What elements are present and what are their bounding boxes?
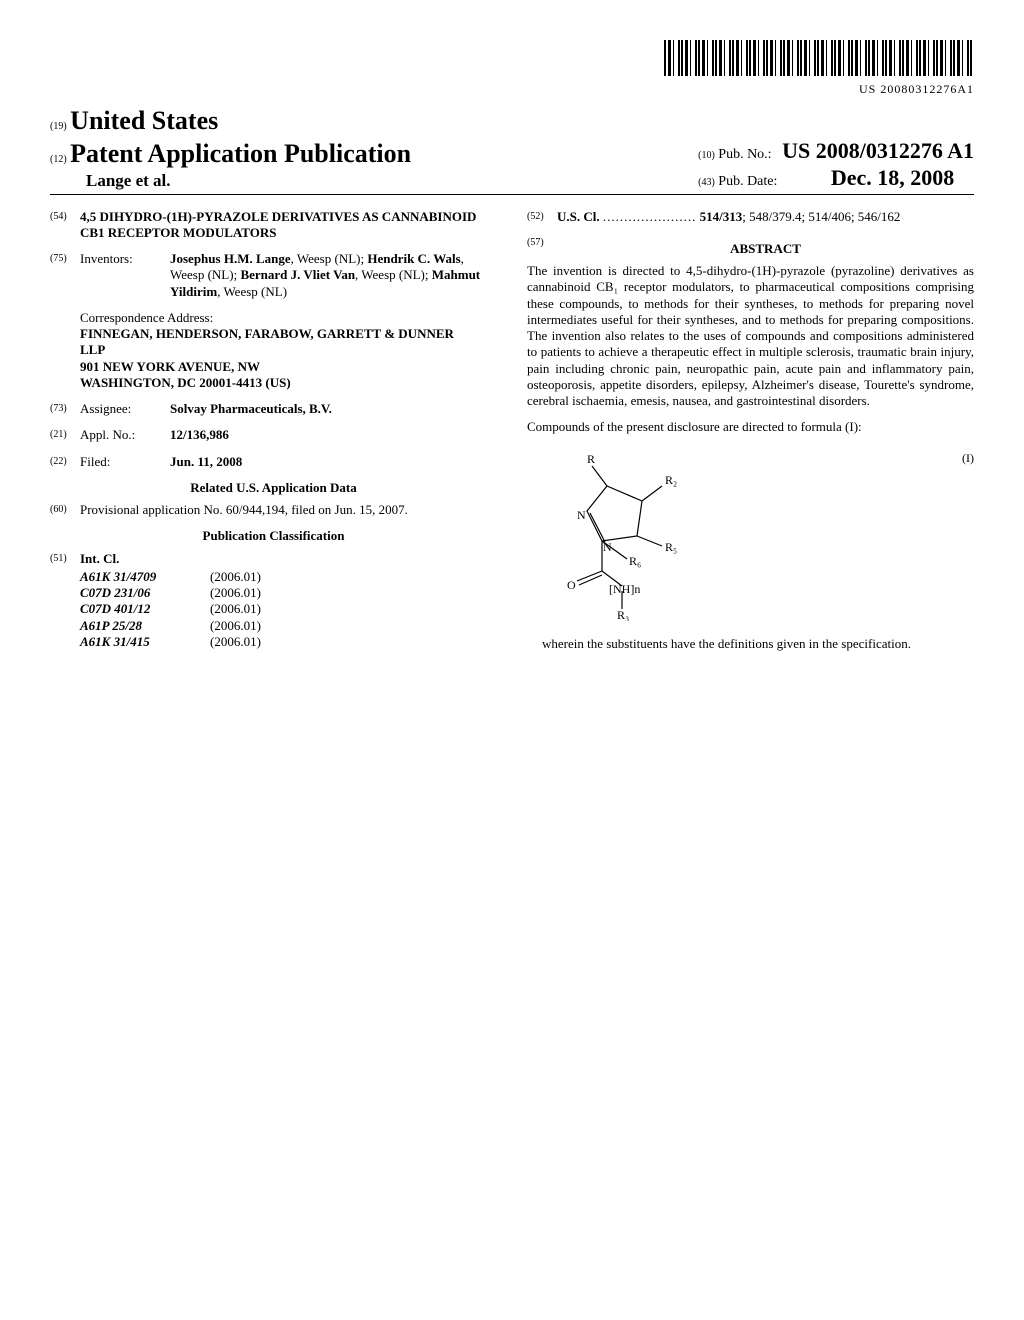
invention-title: 4,5 DIHYDRO-(1H)-PYRAZOLE DERIVATIVES AS… [80,209,497,242]
assignee-value: Solvay Pharmaceuticals, B.V. [170,401,497,417]
doctype: Patent Application Publication [70,139,411,168]
correspondence-block: Correspondence Address: FINNEGAN, HENDER… [80,310,497,391]
intcl-row: A61K 31/415(2006.01) [80,634,497,650]
pubdate-value: Dec. 18, 2008 [831,165,954,190]
inventors-label: Inventors: [80,251,170,300]
intcl-code: C07D 231/06 [80,585,210,601]
doctype-num: (12) [50,154,67,165]
intcl-row: C07D 401/12(2006.01) [80,601,497,617]
label-N2: N [603,540,612,554]
title-num: (54) [50,209,80,242]
uscl-value: U.S. Cl. ...................... 514/313;… [557,209,974,225]
uscl-label: U.S. Cl. [557,209,600,224]
classification-heading: Publication Classification [50,528,497,544]
intcl-row: C07D 231/06(2006.01) [80,585,497,601]
formula-block: (I) [547,451,974,621]
applno-num: (21) [50,427,80,443]
inventors-num: (75) [50,251,80,300]
body-columns: (54) 4,5 DIHYDRO-(1H)-PYRAZOLE DERIVATIV… [50,209,974,662]
patent-barcode [664,40,974,76]
barcode-block: US 20080312276A1 [50,40,974,97]
title-row: (54) 4,5 DIHYDRO-(1H)-PYRAZOLE DERIVATIV… [50,209,497,242]
pubno-num: (10) [698,150,715,161]
uscl-dots: ...................... [603,209,697,224]
pubno-value: US 2008/0312276 A1 [782,138,974,163]
intcl-code: C07D 401/12 [80,601,210,617]
label-N1: N [577,508,586,522]
intcl-table: A61K 31/4709(2006.01)C07D 231/06(2006.01… [80,569,497,650]
intcl-ver: (2006.01) [210,601,261,617]
correspondence-citystate: WASHINGTON, DC 20001-4413 (US) [80,375,497,391]
abstract-p1: The invention is directed to 4,5-dihydro… [527,263,974,409]
uscl-num: (52) [527,209,557,225]
label-R5: R₅ [665,540,677,554]
assignee-row: (73) Assignee: Solvay Pharmaceuticals, B… [50,401,497,417]
provisional-num: (60) [50,502,80,518]
masthead: (19) United States (12) Patent Applicati… [50,105,974,194]
chemical-structure: R R₂ R₅ R₆ N N O [NH]n R₃ [547,451,707,621]
label-R3: R₃ [617,608,629,621]
pubdate-num: (43) [698,177,715,188]
intcl-row: A61K 31/4709(2006.01) [80,569,497,585]
authors-line: Lange et al. [86,170,411,191]
uscl-rest: ; 548/379.4; 514/406; 546/162 [742,209,900,224]
label-O: O [567,578,576,592]
label-NHn: [NH]n [609,582,640,596]
left-column: (54) 4,5 DIHYDRO-(1H)-PYRAZOLE DERIVATIV… [50,209,497,662]
applno-value: 12/136,986 [170,427,497,443]
masthead-left: (19) United States (12) Patent Applicati… [50,105,411,191]
intcl-row: A61P 25/28(2006.01) [80,618,497,634]
intcl-code: A61P 25/28 [80,618,210,634]
intcl-ver: (2006.01) [210,569,261,585]
pubno-label: Pub. No.: [718,147,771,162]
abstract-heading: ABSTRACT [557,241,974,257]
intcl-code: A61K 31/415 [80,634,210,650]
filed-num: (22) [50,454,80,470]
uscl-row: (52) U.S. Cl. ...................... 514… [527,209,974,225]
intcl-num: (51) [50,551,80,567]
label-R2: R₂ [665,473,677,487]
intcl-row: (51) Int. Cl. [50,551,497,567]
country: United States [70,106,218,135]
right-column: (52) U.S. Cl. ...................... 514… [527,209,974,662]
filed-row: (22) Filed: Jun. 11, 2008 [50,454,497,470]
assignee-num: (73) [50,401,80,417]
related-heading: Related U.S. Application Data [50,480,497,496]
barcode-text: US 20080312276A1 [50,82,974,97]
filed-value: Jun. 11, 2008 [170,454,497,470]
inventors-list: Josephus H.M. Lange, Weesp (NL); Hendrik… [170,251,497,300]
assignee-label: Assignee: [80,401,170,417]
abstract-block: (57) ABSTRACT The invention is directed … [527,235,974,652]
label-R: R [587,452,595,466]
correspondence-name: FINNEGAN, HENDERSON, FARABOW, GARRETT & … [80,326,497,342]
intcl-label: Int. Cl. [80,551,497,567]
intcl-ver: (2006.01) [210,585,261,601]
provisional-row: (60) Provisional application No. 60/944,… [50,502,497,518]
formula-label: (I) [962,451,974,466]
correspondence-firm: LLP [80,342,497,358]
pubdate-label: Pub. Date: [718,174,777,189]
abstract-p3: wherein the substituents have the defini… [542,636,974,652]
applno-label: Appl. No.: [80,427,170,443]
label-R6: R₆ [629,554,641,568]
abstract-p2: Compounds of the present disclosure are … [527,419,974,435]
correspondence-street: 901 NEW YORK AVENUE, NW [80,359,497,375]
masthead-right: (10) Pub. No.: US 2008/0312276 A1 (43) P… [698,137,974,192]
abstract-num: (57) [527,235,557,263]
intcl-code: A61K 31/4709 [80,569,210,585]
applno-row: (21) Appl. No.: 12/136,986 [50,427,497,443]
intcl-ver: (2006.01) [210,634,261,650]
uscl-bold: 514/313 [700,209,743,224]
intcl-ver: (2006.01) [210,618,261,634]
correspondence-label: Correspondence Address: [80,310,497,326]
provisional-text: Provisional application No. 60/944,194, … [80,502,497,518]
filed-label: Filed: [80,454,170,470]
country-num: (19) [50,121,67,132]
inventors-row: (75) Inventors: Josephus H.M. Lange, Wee… [50,251,497,300]
